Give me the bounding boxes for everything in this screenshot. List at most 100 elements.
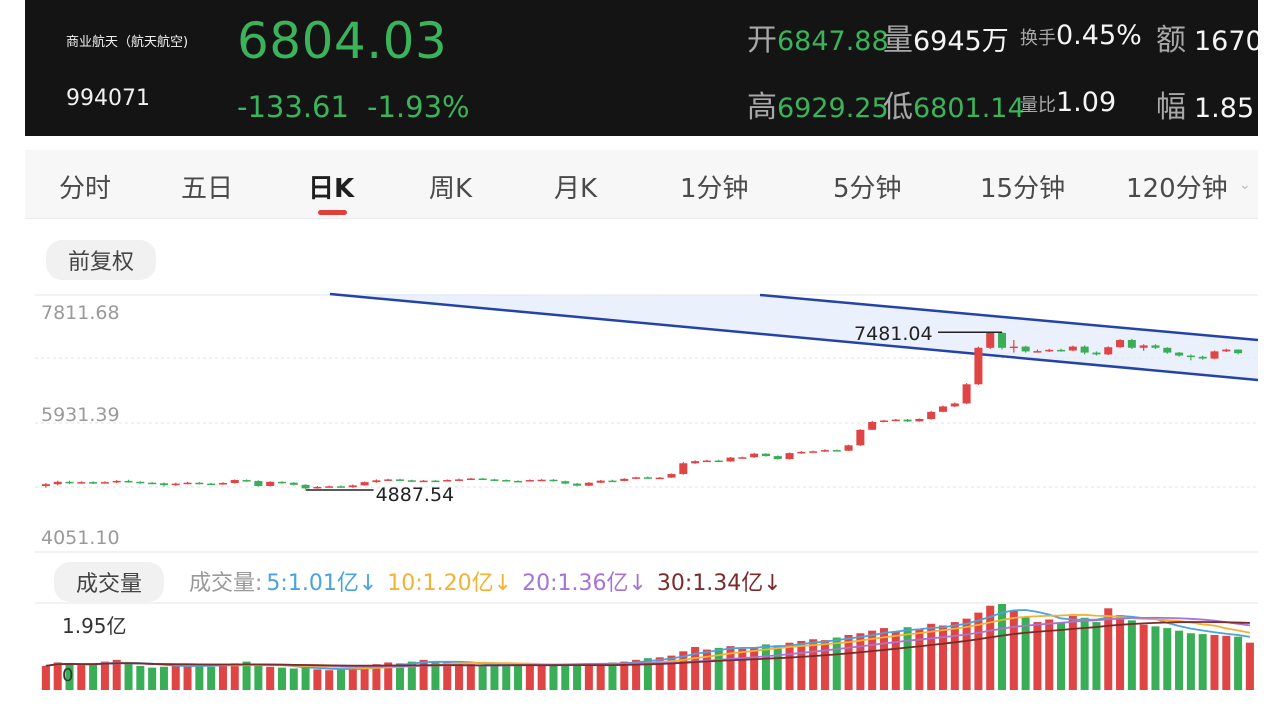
volume-bar — [915, 628, 924, 690]
volume-bar — [1021, 616, 1030, 690]
candle-body — [100, 482, 109, 484]
volume-bar — [112, 659, 121, 690]
candle-body — [1163, 347, 1172, 353]
candle-body — [372, 480, 381, 483]
candle-body — [112, 480, 121, 483]
volume-bar — [136, 665, 145, 690]
volume-panel-button[interactable]: 成交量 — [54, 562, 165, 602]
right-margin — [1258, 0, 1280, 722]
volume-bar — [301, 667, 310, 690]
volume-bar — [443, 662, 452, 690]
volume-bar — [1151, 626, 1160, 690]
candle-body — [726, 457, 735, 462]
volume-bar — [159, 666, 168, 690]
volume-bar — [797, 640, 806, 690]
candle-body — [1234, 349, 1243, 354]
candle-body — [431, 480, 440, 483]
candle-body — [1116, 340, 1125, 348]
candle-body — [1045, 349, 1054, 352]
volume-bar — [1175, 630, 1184, 690]
volume-bar — [844, 634, 853, 690]
candle-body — [254, 480, 263, 487]
volume-bar — [962, 618, 971, 690]
volume-bar — [868, 630, 877, 690]
chevron-down-icon[interactable]: ⌄ — [1239, 177, 1251, 193]
candle-body — [89, 482, 98, 484]
candles-group — [41, 332, 1243, 490]
candle-body — [136, 481, 145, 484]
candle-body — [525, 480, 534, 482]
volume-bar — [655, 657, 664, 690]
volume-bar — [289, 668, 298, 690]
candle-body — [809, 451, 818, 453]
price-change-pct: -1.93% — [367, 90, 470, 124]
tab-monthly-k[interactable]: 月K — [554, 174, 598, 204]
candle-body — [1021, 346, 1030, 352]
stat-open: 开6847.88 — [747, 23, 889, 58]
price-axis-mid: 5931.39 — [41, 404, 120, 426]
candle-body — [384, 479, 393, 481]
volume-bar — [396, 663, 405, 690]
tab-120min[interactable]: 120分钟 — [1126, 174, 1228, 204]
stat-volume-ratio: 量比1.09 — [1020, 87, 1117, 118]
stat-amount: 额 1670 — [1156, 23, 1258, 58]
candle-body — [561, 481, 570, 484]
min-price-label: 4887.54 — [376, 484, 455, 506]
volume-bar — [643, 658, 652, 690]
volume-legend-label: 成交量: — [189, 571, 263, 596]
tab-weekly-k[interactable]: 周K — [429, 174, 473, 204]
tab-5min[interactable]: 5分钟 — [833, 174, 902, 204]
candle-body — [1151, 345, 1160, 348]
volume-bar — [41, 665, 50, 690]
volume-bar — [1222, 635, 1231, 690]
candle-body — [785, 453, 794, 460]
candle-body — [761, 453, 770, 457]
volume-bar — [750, 647, 759, 690]
tab-five-day[interactable]: 五日 — [181, 174, 234, 204]
candle-body — [608, 480, 617, 483]
candle-body — [1139, 345, 1148, 348]
candle-body — [1092, 352, 1101, 355]
volume-bar — [809, 639, 818, 690]
volume-bar — [1092, 622, 1101, 690]
volume-bar — [1068, 616, 1077, 690]
candle-body — [490, 479, 499, 481]
volume-bar — [230, 663, 239, 690]
tab-daily-k[interactable]: 日K — [308, 174, 355, 204]
candle-body — [1057, 349, 1066, 352]
volume-bar — [620, 661, 629, 690]
volume-bar — [879, 628, 888, 690]
tab-intraday[interactable]: 分时 — [59, 174, 112, 204]
tab-1min[interactable]: 1分钟 — [680, 174, 749, 204]
volume-axis-top: 1.95亿 — [62, 614, 127, 638]
price-axis-bottom: 4051.10 — [41, 527, 120, 549]
candle-body — [1127, 340, 1136, 348]
candle-body — [702, 460, 711, 463]
candle-body — [443, 480, 452, 482]
volume-bar — [1009, 610, 1018, 690]
tab-15min[interactable]: 15分钟 — [980, 174, 1066, 204]
candle-body — [1198, 356, 1207, 359]
stock-code: 994071 — [66, 86, 150, 111]
candle-body — [797, 451, 806, 454]
volume-bar — [1198, 634, 1207, 690]
candle-body — [950, 403, 959, 407]
adjust-mode-button[interactable]: 前复权 — [46, 240, 157, 280]
volume-bar — [1104, 608, 1113, 690]
volume-ma10: 10:1.20亿↓ — [387, 571, 513, 596]
volume-ma30: 30:1.34亿↓ — [656, 571, 782, 596]
active-tab-indicator — [318, 210, 347, 215]
volume-bar — [856, 633, 865, 690]
price-axis-top: 7811.68 — [41, 302, 120, 324]
volume-bar — [183, 664, 192, 690]
candle-body — [868, 421, 877, 430]
volume-bars-group — [41, 604, 1254, 690]
volume-bar — [1127, 620, 1136, 690]
candle-body — [171, 483, 180, 486]
max-price-label: 7481.04 — [854, 323, 933, 345]
volume-bar — [1234, 636, 1243, 690]
candle-body — [927, 411, 936, 420]
volume-bar — [1057, 622, 1066, 690]
candle-body — [325, 486, 334, 488]
